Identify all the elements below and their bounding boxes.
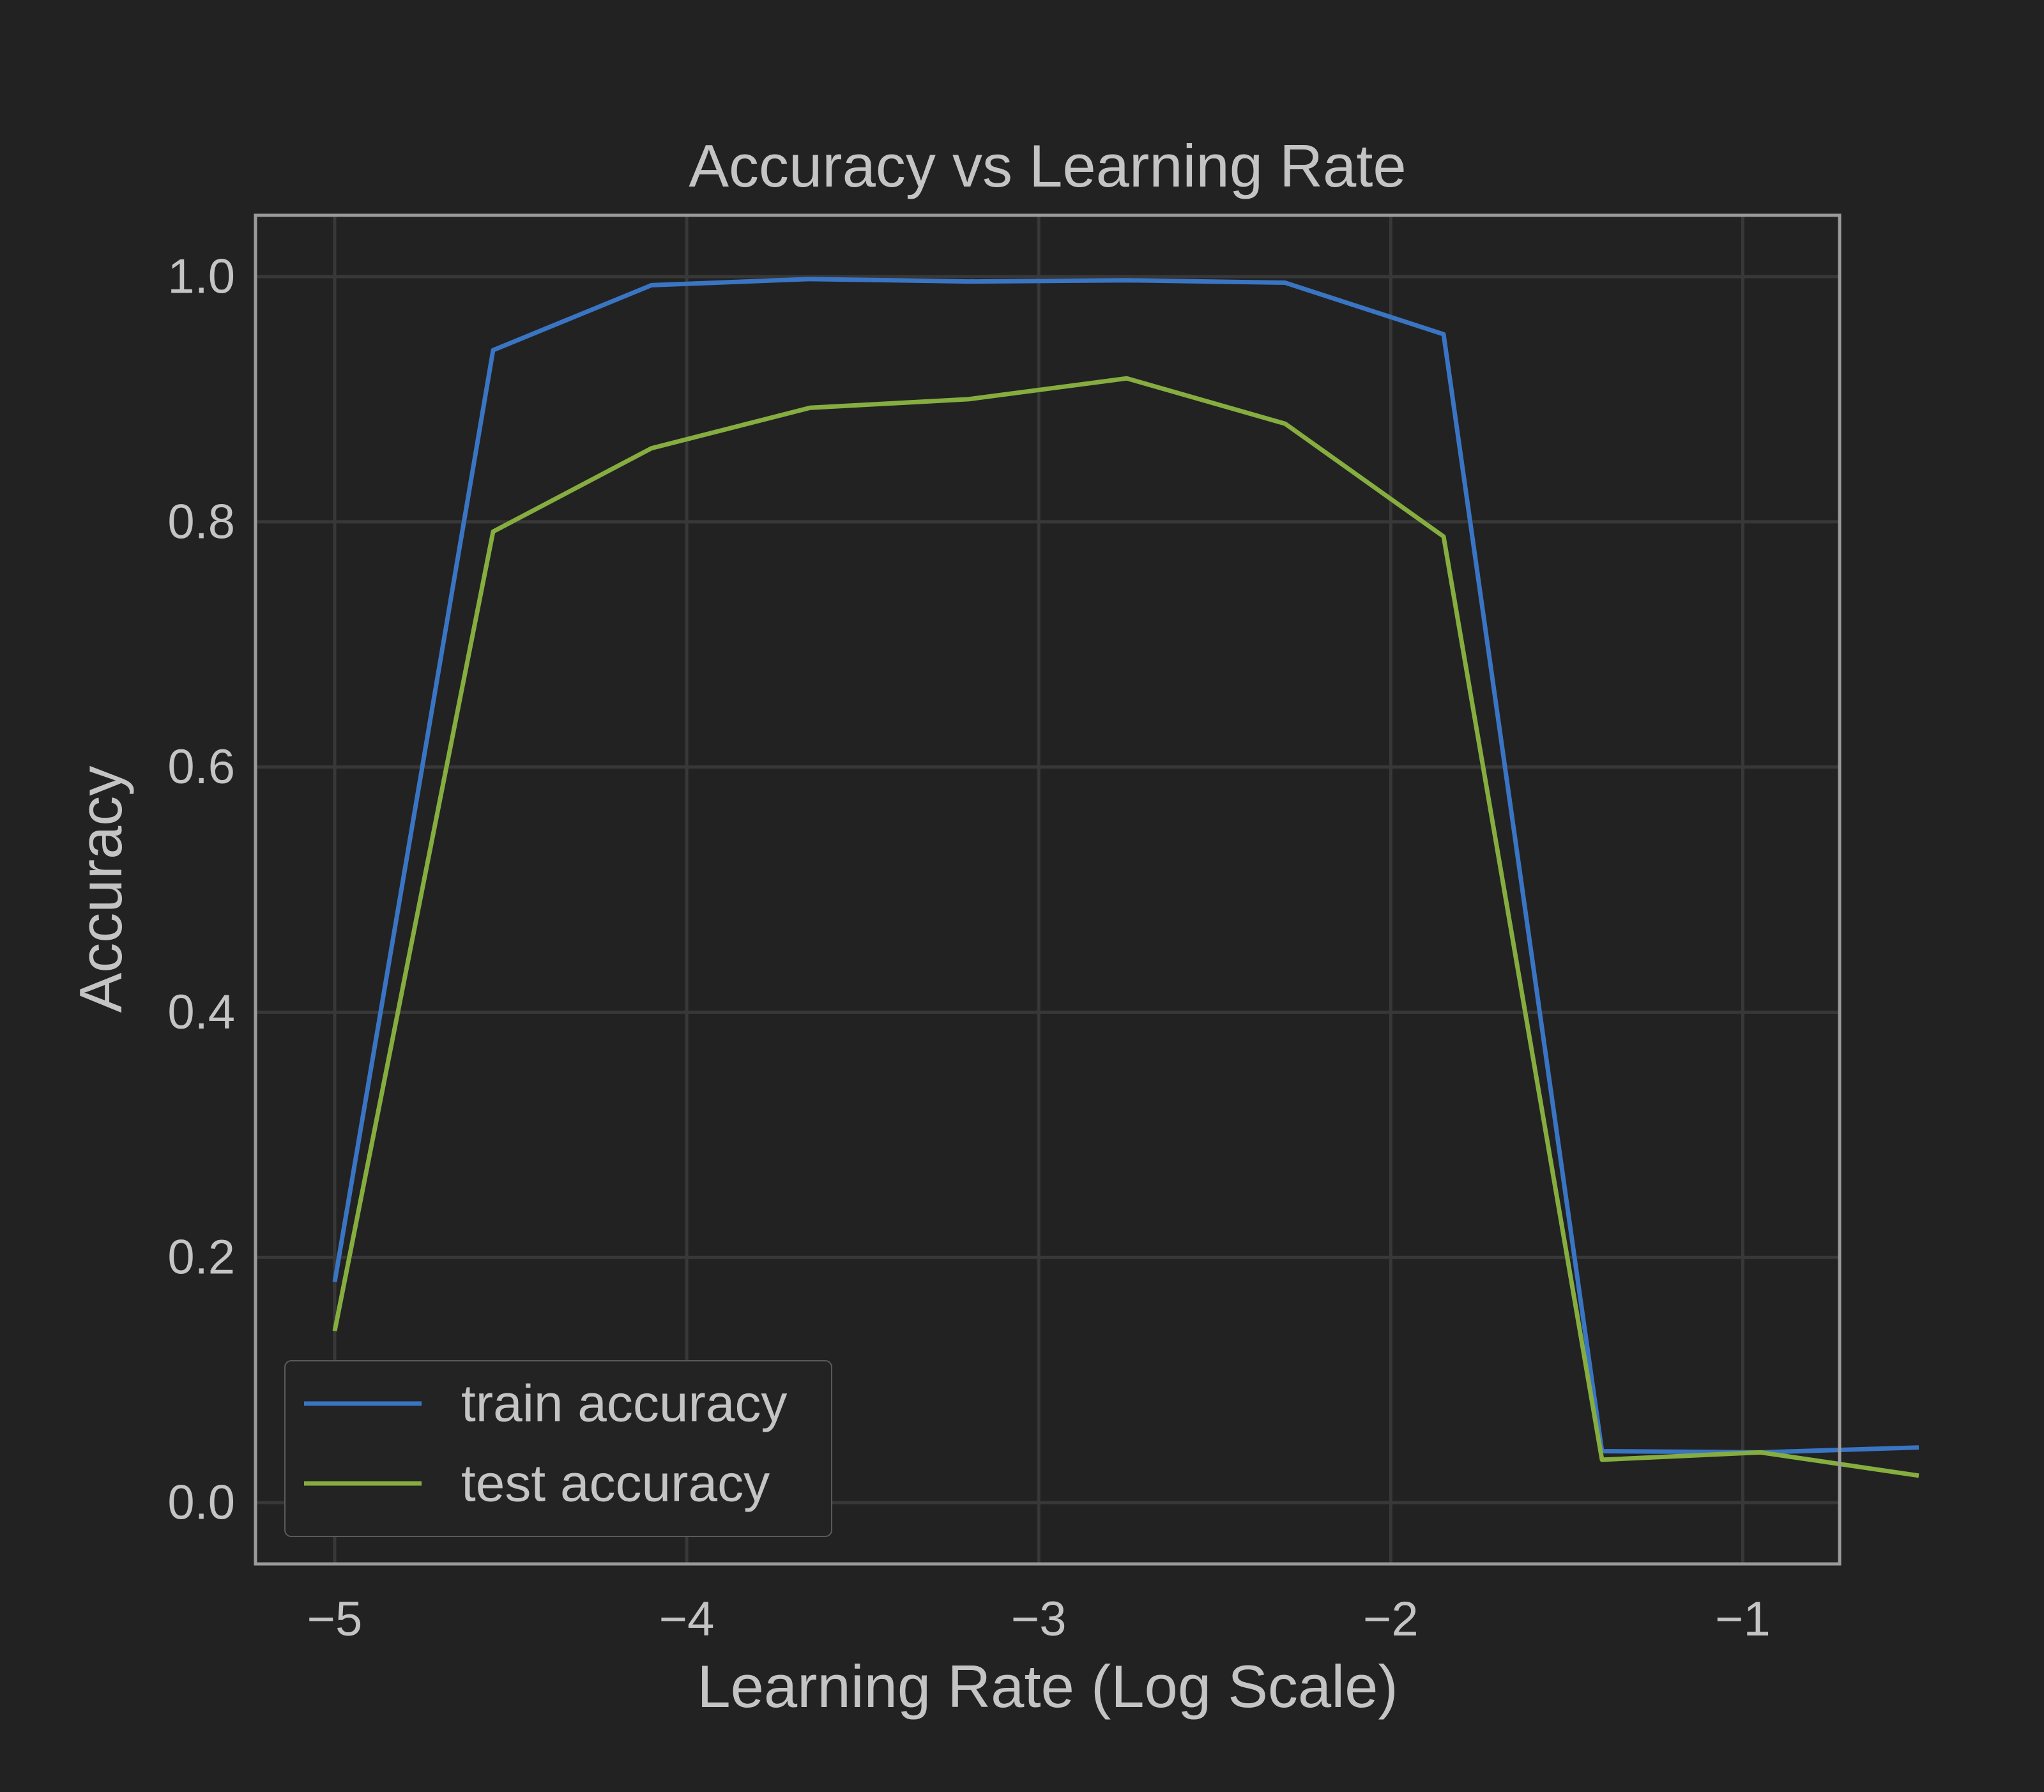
- y-axis-label: Accuracy: [67, 766, 134, 1013]
- series-line-train-accuracy: [332, 277, 1919, 1455]
- x-tick-label: −3: [1011, 1592, 1067, 1646]
- x-tick-label: −5: [307, 1592, 363, 1646]
- plot-frame: [254, 213, 1842, 1566]
- x-axis-ticks: −5 −4 −3 −2 −1: [307, 1592, 1771, 1646]
- y-tick-label: 0.2: [167, 1230, 235, 1285]
- y-tick-label: 0.0: [167, 1476, 235, 1530]
- y-axis-ticks: 0.0 0.2 0.4 0.6 0.8 1.0: [167, 249, 235, 1529]
- x-tick-label: −2: [1363, 1592, 1419, 1646]
- y-tick-label: 0.8: [167, 494, 235, 549]
- chart-title: Accuracy vs Learning Rate: [689, 132, 1406, 199]
- x-tick-label: −4: [659, 1592, 715, 1646]
- legend: train accuracy test accuracy: [284, 1360, 832, 1537]
- y-tick-label: 1.0: [167, 249, 235, 303]
- legend-label: test accuracy: [461, 1455, 770, 1513]
- legend-label: train accuracy: [461, 1375, 787, 1433]
- x-axis-label: Learning Rate (Log Scale): [697, 1653, 1398, 1720]
- series-line-test-accuracy: [332, 376, 1919, 1478]
- y-tick-label: 0.6: [167, 740, 235, 794]
- x-tick-label: −1: [1715, 1592, 1771, 1646]
- series-lines: [332, 277, 1919, 1478]
- y-tick-label: 0.4: [167, 985, 235, 1039]
- grid: [256, 215, 1840, 1564]
